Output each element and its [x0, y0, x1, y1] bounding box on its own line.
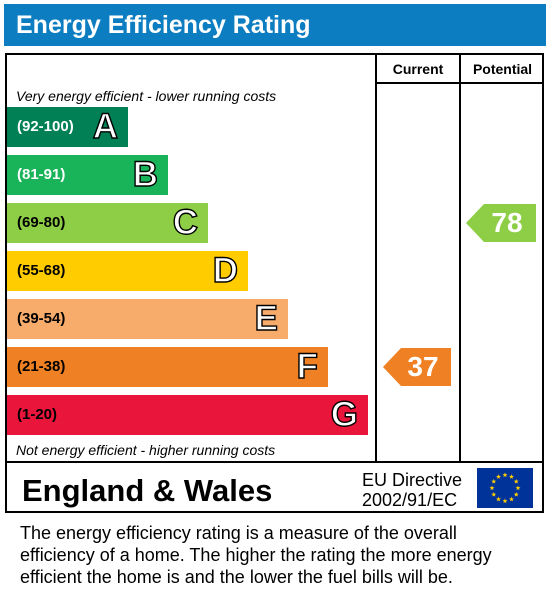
- eu-star: [489, 485, 495, 491]
- band-a-letter: A: [92, 106, 119, 146]
- eu-star: [491, 491, 497, 497]
- band-b: (81-91) B: [7, 154, 168, 195]
- band-e-range: (39-54): [17, 310, 66, 327]
- directive-line-2: 2002/91/EC: [362, 490, 458, 510]
- potential-rating-arrow: 78: [466, 204, 536, 242]
- potential-column-header: Potential: [472, 61, 533, 77]
- region-label: England & Wales: [22, 473, 273, 508]
- top-note: Very energy efficient - lower running co…: [16, 88, 277, 104]
- eu-star: [513, 491, 519, 497]
- band-e: (39-54) E: [7, 298, 288, 339]
- description: The energy efficiency rating is a measur…: [20, 522, 540, 588]
- band-d-letter: D: [212, 250, 239, 290]
- band-b-range: (81-91): [17, 166, 66, 183]
- band-e-letter: E: [254, 298, 279, 338]
- current-column-header: Current: [392, 61, 444, 77]
- eu-star: [513, 478, 519, 484]
- current-rating-value: 37: [407, 351, 439, 382]
- band-f-letter: F: [296, 346, 319, 386]
- rating-chart-frame: [5, 53, 544, 463]
- band-c-range: (69-80): [17, 214, 66, 231]
- eu-directive: EU Directive 2002/91/EC: [362, 470, 462, 510]
- column-header-divider: [376, 82, 544, 84]
- chart-title: Energy Efficiency Rating: [16, 11, 311, 39]
- band-c: (69-80) C: [7, 202, 208, 243]
- eu-flag-icon: [477, 468, 533, 508]
- eu-star: [509, 474, 514, 479]
- band-g-letter: G: [330, 394, 359, 434]
- eu-star: [502, 498, 508, 504]
- band-g: (1-20) G: [7, 394, 368, 435]
- bottom-note: Not energy efficient - higher running co…: [16, 442, 276, 458]
- eu-star: [496, 496, 501, 502]
- band-g-range: (1-20): [17, 406, 58, 423]
- band-b-letter: B: [132, 154, 159, 194]
- current-column-divider: [375, 53, 377, 463]
- band-a: (92-100) A: [7, 106, 128, 147]
- description-line-1: The energy efficiency rating is a measur…: [20, 523, 457, 543]
- footer-box: [5, 463, 544, 513]
- potential-column-divider: [459, 53, 461, 463]
- eu-star: [515, 485, 521, 491]
- title-bar: Energy Efficiency Rating: [4, 4, 546, 46]
- eu-star: [496, 474, 501, 479]
- band-d-range: (55-68): [17, 262, 66, 279]
- potential-rating-value: 78: [491, 207, 523, 238]
- directive-line-1: EU Directive: [362, 470, 463, 490]
- eu-star: [509, 496, 514, 502]
- band-f-range: (21-38): [17, 358, 66, 375]
- band-c-letter: C: [172, 202, 199, 242]
- description-line-3: efficient the home is and the lower the …: [20, 567, 453, 587]
- band-f: (21-38) F: [7, 346, 328, 387]
- band-d: (55-68) D: [7, 250, 248, 291]
- current-rating-arrow: 37: [383, 348, 451, 386]
- eu-star: [491, 478, 497, 484]
- band-a-range: (92-100): [17, 118, 74, 135]
- description-line-2: efficiency of a home. The higher the rat…: [20, 545, 492, 565]
- eu-star: [502, 472, 508, 478]
